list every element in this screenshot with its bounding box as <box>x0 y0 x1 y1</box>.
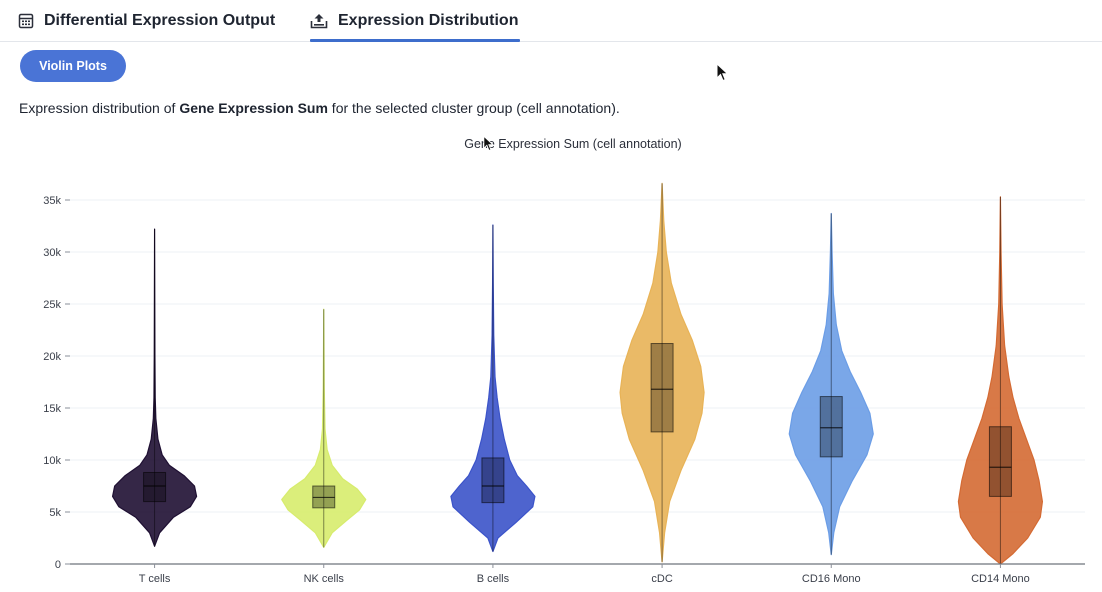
violin-cd16-mono[interactable] <box>788 212 874 556</box>
x-tick-label: NK cells <box>304 573 345 585</box>
tab-expression-distribution[interactable]: Expression Distribution <box>310 0 521 42</box>
violin-box <box>143 471 167 503</box>
y-tick-label: 35k <box>43 195 61 207</box>
violin-b-cells[interactable] <box>450 224 536 553</box>
violin-body <box>450 224 536 553</box>
mouse-cursor-icon <box>483 135 494 151</box>
description-suffix: for the selected cluster group (cell ann… <box>327 100 620 116</box>
chart-title: Gene Expression Sum (cell annotation) <box>464 137 681 151</box>
violin-body <box>957 196 1044 565</box>
violin-box <box>481 457 505 504</box>
y-tick-label: 15k <box>43 403 61 415</box>
y-tick-label: 25k <box>43 299 61 311</box>
y-tick-label: 30k <box>43 247 61 259</box>
axis-layer: 0 5k 10k 15k 20k 25k 30k 35k T cells NK cells B ce… <box>43 195 1085 585</box>
violin-cdc[interactable] <box>619 182 705 563</box>
y-tick-label: 10k <box>43 455 61 467</box>
violin-layer <box>111 182 1044 565</box>
description-prefix: Expression distribution of <box>19 100 180 116</box>
y-tick-label: 20k <box>43 351 61 363</box>
x-tick-label: cDC <box>651 573 672 585</box>
violin-box <box>819 396 843 458</box>
violin-body <box>619 182 705 563</box>
violin-box <box>988 426 1012 497</box>
tab-differential-expression-output[interactable]: Differential Expression Output <box>18 0 275 42</box>
y-tick-label: 5k <box>49 507 61 519</box>
description-metric: Gene Expression Sum <box>179 100 328 116</box>
violin-t-cells[interactable] <box>111 228 198 547</box>
violin-nk-cells[interactable] <box>281 308 367 548</box>
violin-body <box>111 228 198 547</box>
table-icon <box>18 13 34 29</box>
plot-area <box>70 170 1085 564</box>
violin-plots-button[interactable]: Violin Plots <box>20 50 126 82</box>
tab-label: Expression Distribution <box>338 12 519 29</box>
grid-layer <box>70 170 1085 564</box>
violin-cd14-mono[interactable] <box>957 196 1044 565</box>
chart-description: Expression distribution of Gene Expressi… <box>19 100 620 116</box>
upload-chart-icon <box>310 13 328 29</box>
x-tick-label: T cells <box>139 573 171 585</box>
y-tick-label: 0 <box>55 559 61 571</box>
violin-box <box>650 343 674 433</box>
x-tick-label: CD16 Mono <box>802 573 861 585</box>
violin-body <box>788 212 874 556</box>
mouse-cursor-icon <box>716 63 729 82</box>
tab-bar: Differential Expression Output Expressio… <box>0 0 1102 42</box>
violin-chart: Gene Expression Sum (cell annotation) 0 5… <box>43 137 1085 585</box>
tab-label: Differential Expression Output <box>44 12 276 29</box>
x-tick-label: CD14 Mono <box>971 573 1030 585</box>
violin-body <box>281 308 367 548</box>
x-tick-label: B cells <box>477 573 510 585</box>
